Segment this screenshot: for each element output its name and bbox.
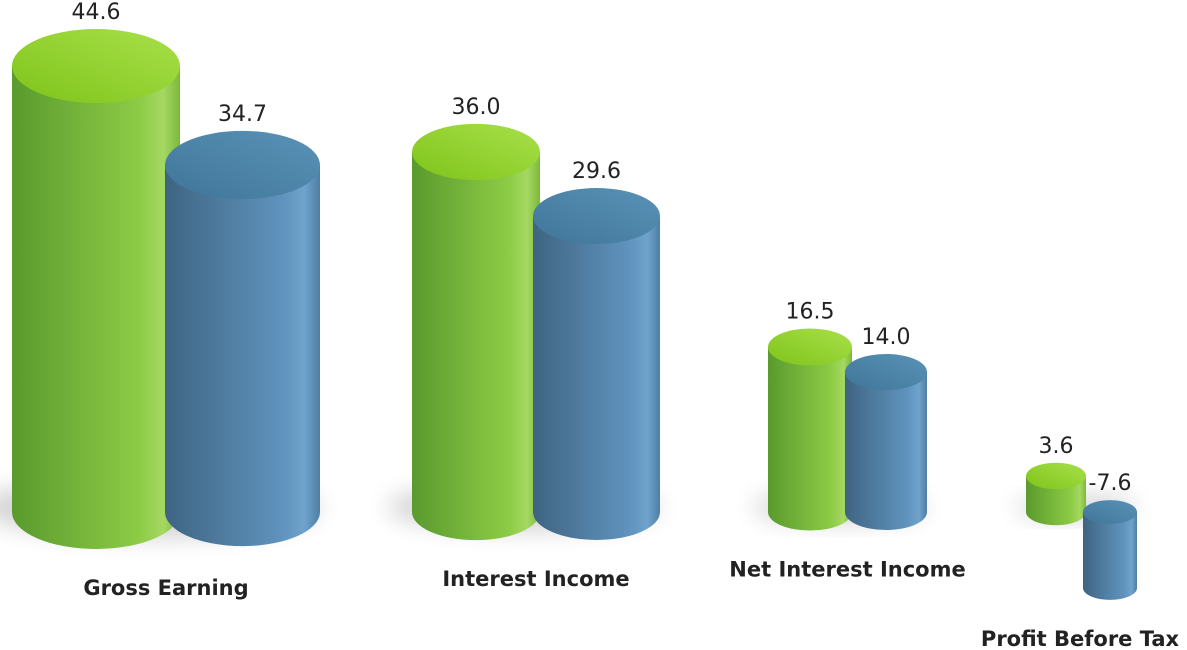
cylinder-body <box>768 347 852 531</box>
cylinder <box>412 123 540 541</box>
cylinder-top <box>165 130 320 200</box>
category-label: Interest Income <box>442 567 629 591</box>
cylinder-body <box>1083 512 1137 600</box>
cylinder <box>768 328 852 531</box>
cylinder-body <box>12 66 180 549</box>
cylinder-body <box>844 372 927 531</box>
cylinder-top <box>768 328 852 366</box>
cylinder-body <box>533 216 660 540</box>
cylinder <box>1026 462 1086 526</box>
cylinder-body <box>1026 476 1086 526</box>
cylinder-top <box>845 353 927 391</box>
value-label: 14.0 <box>862 325 911 350</box>
category-label: Profit Before Tax <box>981 627 1180 650</box>
cylinder-top <box>533 188 660 244</box>
cylinder <box>12 29 180 549</box>
cylinder-top <box>412 123 540 181</box>
cylinder-body <box>165 165 320 547</box>
value-label: 3.6 <box>1039 434 1074 459</box>
value-label: 44.6 <box>72 0 121 25</box>
category-label: Net Interest Income <box>729 557 965 581</box>
cylinder <box>165 130 320 547</box>
value-label: 34.7 <box>218 102 267 127</box>
value-label: -7.6 <box>1089 471 1132 496</box>
value-label: 29.6 <box>572 159 621 184</box>
cylinder <box>533 188 660 540</box>
value-label: 36.0 <box>452 95 501 120</box>
cylinder-top <box>1026 462 1086 490</box>
cylinder-top <box>12 29 180 103</box>
cylinder <box>844 353 927 531</box>
value-label: 16.5 <box>786 300 835 325</box>
cylinder <box>1083 500 1137 600</box>
cylinder-top <box>1083 500 1137 524</box>
cylinder-body <box>412 152 540 541</box>
category-label: Gross Earning <box>83 576 248 600</box>
